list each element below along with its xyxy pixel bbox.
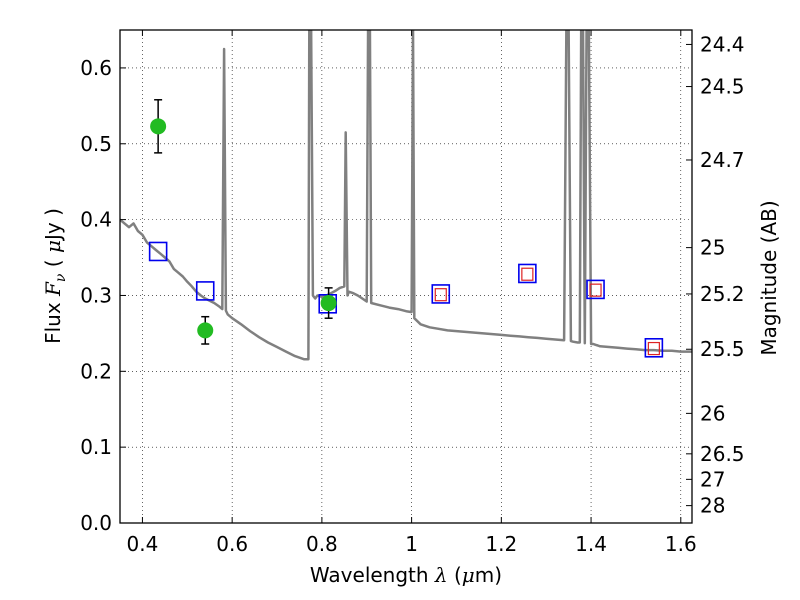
predicted-nir-square <box>647 341 660 356</box>
y-tick-label: 0.2 <box>80 359 112 383</box>
x-tick-label: 1.4 <box>575 532 607 556</box>
model-photometry-square <box>586 279 605 300</box>
y-tick-label: 0.5 <box>80 132 112 156</box>
model-spectrum-line <box>120 30 692 361</box>
y-tick-label: 0.1 <box>80 435 112 459</box>
x-tick-label: 0.6 <box>216 532 248 556</box>
x-axis-label: Wavelength λ (μm) <box>310 563 502 587</box>
model-photometry-square <box>431 284 451 304</box>
y-tick-label: 0.6 <box>80 56 112 80</box>
magnitude-tick-label: 26 <box>700 401 725 425</box>
magnitude-tick-label: 24.4 <box>700 32 745 56</box>
x-tick-label: 1 <box>405 532 418 556</box>
magnitude-tick-label: 25 <box>700 236 725 260</box>
magnitude-tick-label: 24.7 <box>700 148 745 172</box>
ticks: 0.4 0.6 0.8 1 1.2 1.4 1.6 0.0 0.1 0.2 0.3 0.4 0.5 0.6… <box>80 30 745 556</box>
model-photometry-square <box>148 241 168 262</box>
x-tick-label: 1.6 <box>665 532 697 556</box>
y-tick-label: 0.0 <box>80 511 112 535</box>
predicted-nir-square <box>434 288 447 302</box>
y-axis-label: Flux Fν ( μJy ) <box>41 208 69 344</box>
observed-point <box>197 322 214 339</box>
predicted-nir-square <box>589 283 602 297</box>
model-photometry-square <box>644 337 664 358</box>
plot-area <box>120 30 692 361</box>
observed-point <box>320 295 337 312</box>
x-tick-label: 1.2 <box>485 532 517 556</box>
magnitude-tick-label: 26.5 <box>700 442 745 466</box>
predicted-nir-square <box>521 267 534 281</box>
x-tick-label: 0.4 <box>127 532 159 556</box>
magnitude-tick-label: 25.2 <box>700 282 745 306</box>
x-tick-label: 0.8 <box>306 532 338 556</box>
magnitude-tick-label: 27 <box>700 467 725 491</box>
axes-frame <box>119 29 693 524</box>
observed-point <box>150 118 167 135</box>
magnitude-tick-label: 25.5 <box>700 337 745 361</box>
model-photometry-square <box>518 263 537 284</box>
y-tick-label: 0.4 <box>80 208 112 232</box>
y-tick-label: 0.3 <box>80 283 112 307</box>
model-photometry-square <box>195 281 215 301</box>
magnitude-tick-label: 24.5 <box>700 75 745 99</box>
magnitude-tick-label: 28 <box>700 494 725 518</box>
right-axis-label: Magnitude (AB) <box>757 200 781 355</box>
grid <box>120 30 692 523</box>
